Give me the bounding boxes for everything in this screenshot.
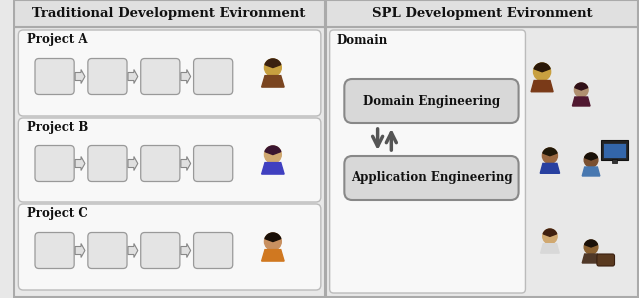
- Text: Project C: Project C: [27, 207, 88, 221]
- Wedge shape: [585, 153, 597, 160]
- Bar: [15, 27, 325, 297]
- Polygon shape: [128, 69, 138, 83]
- Bar: [601, 140, 628, 160]
- Circle shape: [543, 148, 557, 163]
- Circle shape: [265, 59, 281, 76]
- Bar: [603, 143, 626, 158]
- FancyBboxPatch shape: [344, 156, 519, 200]
- FancyBboxPatch shape: [19, 204, 321, 290]
- Text: Traditional Development Evironment: Traditional Development Evironment: [33, 7, 306, 20]
- Polygon shape: [128, 243, 138, 257]
- Polygon shape: [75, 69, 85, 83]
- Bar: [590, 250, 592, 254]
- Polygon shape: [181, 69, 190, 83]
- Bar: [326, 27, 638, 297]
- Circle shape: [534, 63, 551, 80]
- FancyBboxPatch shape: [141, 232, 180, 268]
- Wedge shape: [265, 59, 281, 68]
- Circle shape: [543, 229, 557, 244]
- FancyBboxPatch shape: [194, 145, 233, 181]
- Bar: [271, 245, 275, 251]
- Bar: [548, 240, 551, 244]
- Text: Application Engineering: Application Engineering: [351, 172, 512, 184]
- Polygon shape: [261, 76, 284, 87]
- Bar: [326, 0, 638, 27]
- FancyBboxPatch shape: [330, 30, 525, 293]
- Text: Domain Engineering: Domain Engineering: [363, 94, 500, 108]
- Wedge shape: [265, 233, 281, 242]
- Circle shape: [265, 146, 281, 163]
- Text: Project B: Project B: [27, 122, 88, 134]
- Polygon shape: [128, 156, 138, 170]
- FancyBboxPatch shape: [141, 58, 180, 94]
- Wedge shape: [575, 83, 588, 90]
- FancyBboxPatch shape: [35, 145, 74, 181]
- Circle shape: [584, 153, 598, 167]
- FancyBboxPatch shape: [35, 58, 74, 94]
- Polygon shape: [261, 163, 284, 174]
- Bar: [580, 93, 583, 97]
- Circle shape: [584, 240, 598, 254]
- FancyBboxPatch shape: [19, 30, 321, 116]
- Bar: [271, 158, 275, 164]
- Polygon shape: [75, 156, 85, 170]
- Circle shape: [265, 233, 281, 250]
- Polygon shape: [261, 250, 284, 261]
- Bar: [548, 159, 551, 164]
- Polygon shape: [531, 80, 553, 92]
- Polygon shape: [541, 244, 559, 253]
- Circle shape: [574, 83, 588, 97]
- Polygon shape: [181, 156, 190, 170]
- Polygon shape: [75, 243, 85, 257]
- Polygon shape: [582, 167, 600, 176]
- FancyBboxPatch shape: [344, 79, 519, 123]
- FancyBboxPatch shape: [88, 58, 127, 94]
- FancyBboxPatch shape: [88, 232, 127, 268]
- Wedge shape: [543, 229, 557, 236]
- Wedge shape: [543, 148, 557, 156]
- Bar: [540, 75, 544, 81]
- FancyBboxPatch shape: [141, 145, 180, 181]
- FancyBboxPatch shape: [597, 254, 615, 266]
- Wedge shape: [585, 240, 597, 247]
- Text: SPL Development Evironment: SPL Development Evironment: [372, 7, 593, 20]
- Text: Domain: Domain: [337, 33, 388, 46]
- FancyBboxPatch shape: [35, 232, 74, 268]
- Polygon shape: [573, 97, 590, 106]
- Polygon shape: [181, 243, 190, 257]
- Bar: [590, 163, 592, 167]
- Bar: [271, 71, 275, 77]
- Bar: [15, 0, 325, 27]
- Text: Project A: Project A: [27, 33, 88, 46]
- Polygon shape: [540, 163, 560, 173]
- FancyBboxPatch shape: [194, 58, 233, 94]
- FancyBboxPatch shape: [19, 118, 321, 202]
- Wedge shape: [265, 146, 281, 155]
- FancyBboxPatch shape: [88, 145, 127, 181]
- Polygon shape: [582, 254, 600, 263]
- Bar: [612, 159, 617, 163]
- FancyBboxPatch shape: [194, 232, 233, 268]
- Wedge shape: [534, 63, 550, 72]
